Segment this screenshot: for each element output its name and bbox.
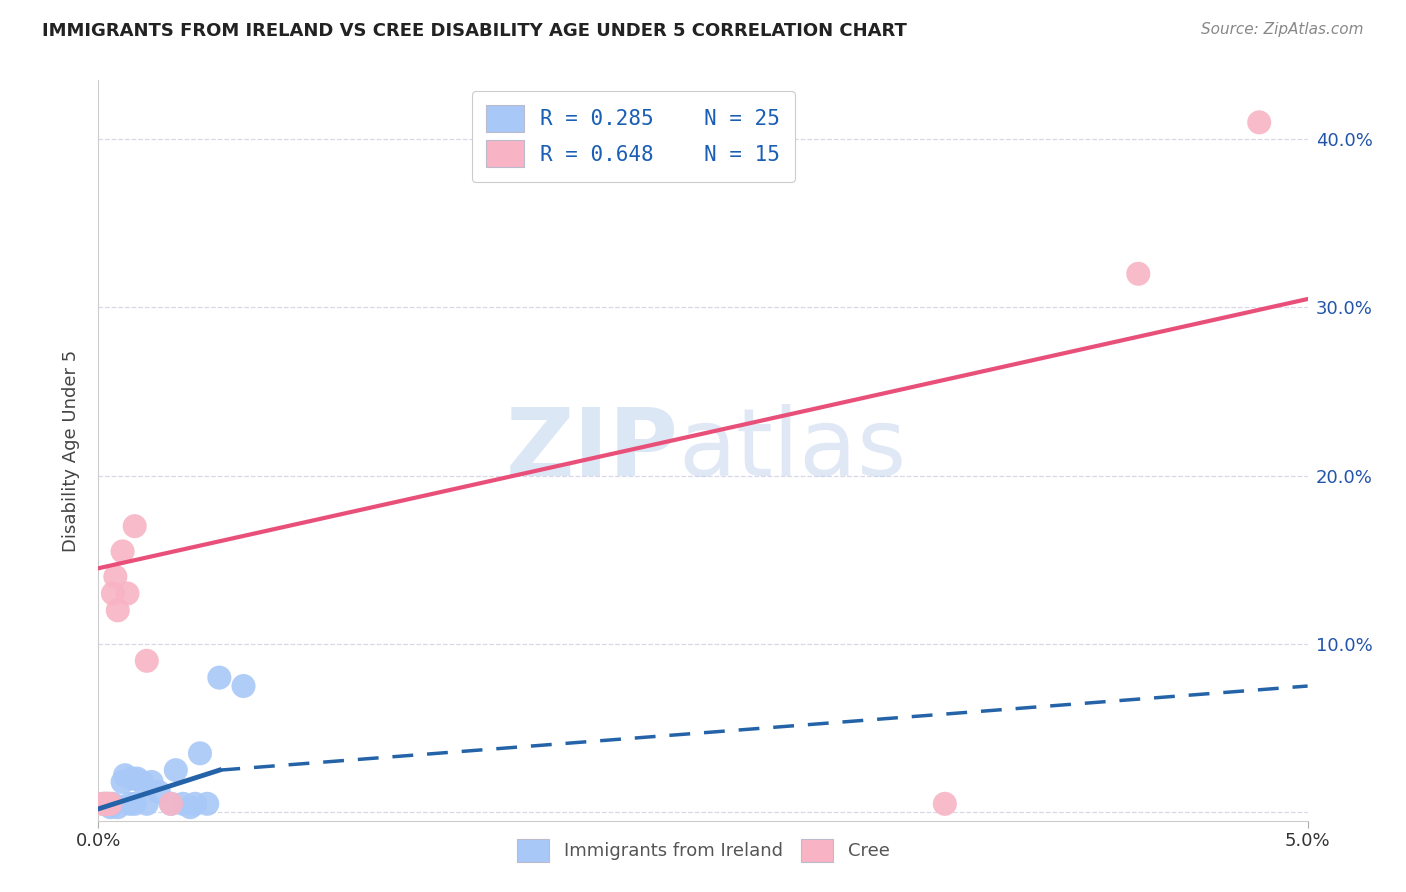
Point	[97, 797, 120, 811]
Legend: Immigrants from Ireland, Cree: Immigrants from Ireland, Cree	[508, 830, 898, 871]
Point	[91, 797, 114, 811]
Point	[179, 800, 201, 814]
Point	[118, 797, 141, 811]
Point	[104, 569, 127, 583]
Point	[232, 679, 254, 693]
Point	[111, 775, 134, 789]
Point	[111, 544, 134, 558]
Y-axis label: Disability Age Under 5: Disability Age Under 5	[62, 350, 80, 551]
Point	[107, 800, 129, 814]
Point	[208, 671, 231, 685]
Point	[94, 797, 117, 811]
Point	[94, 797, 117, 811]
Point	[135, 797, 157, 811]
Point	[172, 797, 194, 811]
Point	[148, 785, 170, 799]
Text: ZIP: ZIP	[506, 404, 679, 497]
Point	[1249, 115, 1271, 129]
Point	[100, 800, 122, 814]
Text: atlas: atlas	[679, 404, 907, 497]
Point	[165, 763, 187, 777]
Point	[188, 747, 211, 761]
Point	[141, 775, 163, 789]
Point	[127, 772, 149, 786]
Point	[934, 797, 956, 811]
Point	[1128, 267, 1150, 281]
Text: IMMIGRANTS FROM IRELAND VS CREE DISABILITY AGE UNDER 5 CORRELATION CHART: IMMIGRANTS FROM IRELAND VS CREE DISABILI…	[42, 22, 907, 40]
Point	[124, 519, 146, 533]
Point	[160, 797, 183, 811]
Point	[121, 772, 143, 786]
Point	[100, 797, 122, 811]
Point	[101, 586, 124, 600]
Point	[124, 797, 146, 811]
Point	[101, 797, 124, 811]
Point	[107, 603, 129, 617]
Point	[135, 654, 157, 668]
Point	[195, 797, 218, 811]
Point	[97, 797, 120, 811]
Point	[160, 797, 183, 811]
Point	[114, 768, 136, 782]
Point	[117, 586, 139, 600]
Point	[131, 775, 153, 789]
Text: Source: ZipAtlas.com: Source: ZipAtlas.com	[1201, 22, 1364, 37]
Point	[184, 797, 207, 811]
Point	[91, 797, 114, 811]
